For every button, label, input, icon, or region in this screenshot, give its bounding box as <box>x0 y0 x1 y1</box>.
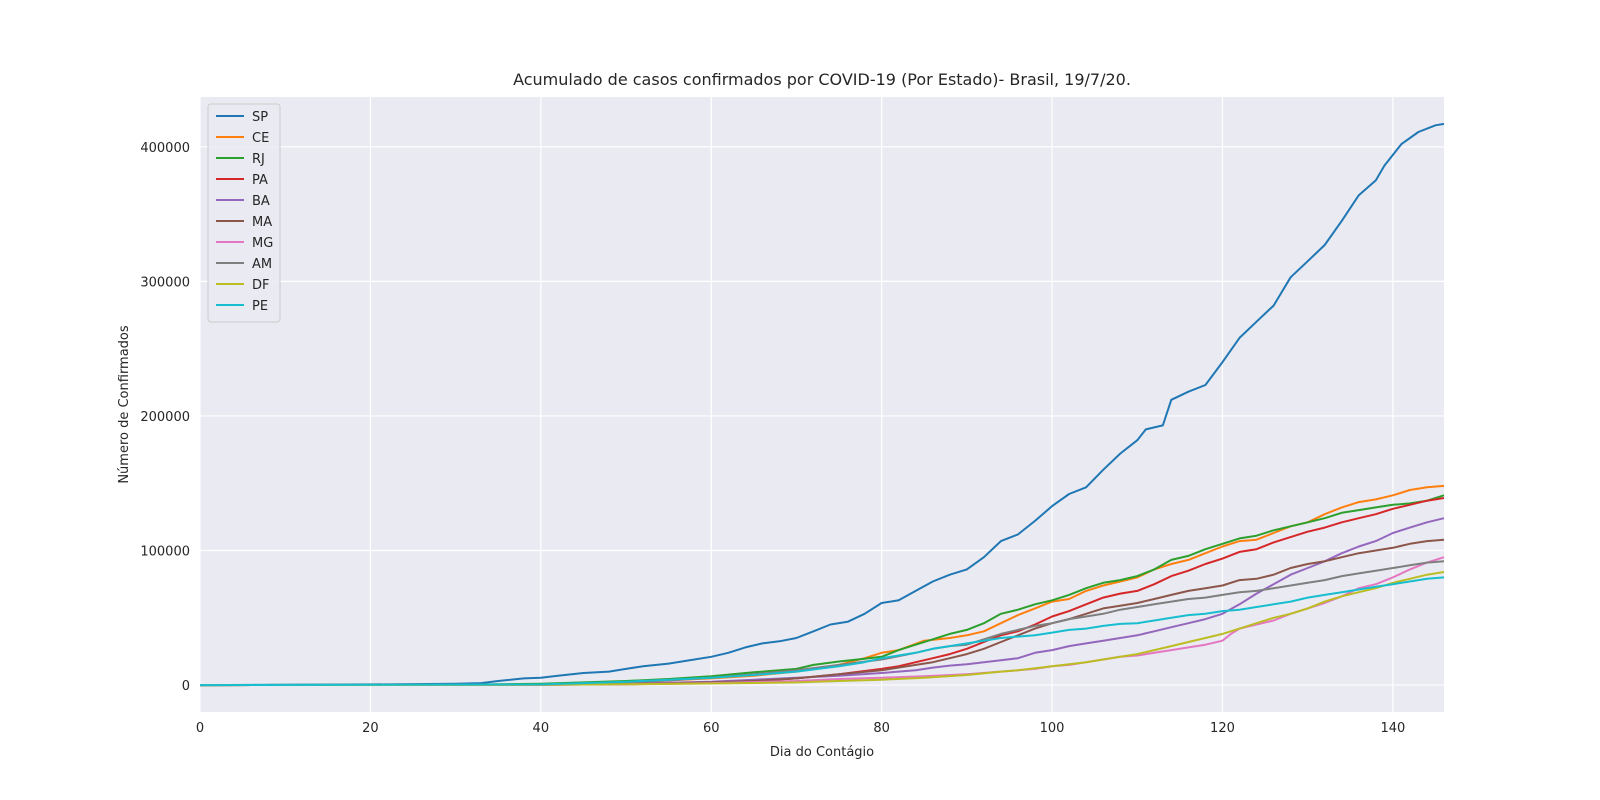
legend-label-pa: PA <box>252 173 268 188</box>
legend-label-df: DF <box>252 278 270 293</box>
x-tick-label: 40 <box>533 721 550 736</box>
y-axis-ticks: 0 100000 200000 300000 400000 <box>140 141 190 694</box>
grid-lines <box>199 97 1444 712</box>
legend-label-rj: RJ <box>252 152 265 167</box>
y-tick-label: 200000 <box>140 410 190 425</box>
y-tick-label: 100000 <box>140 545 190 560</box>
x-axis-ticks: 0 20 40 60 80 100 120 140 <box>196 721 1405 736</box>
legend-label-pe: PE <box>252 299 268 314</box>
series-line-ma <box>199 538 1445 687</box>
x-tick-label: 100 <box>1040 721 1065 736</box>
series-line-df <box>199 571 1445 687</box>
series-line-am <box>199 560 1445 687</box>
y-tick-label: 300000 <box>140 275 190 290</box>
legend-label-mg: MG <box>252 236 273 251</box>
legend: SP CE RJ PA BA MA MG AM DF PE <box>207 103 281 323</box>
series-line-ba <box>199 517 1445 687</box>
plot-area <box>200 97 1444 712</box>
legend-label-ce: CE <box>252 131 269 146</box>
legend-label-ba: BA <box>252 194 270 209</box>
legend-label-am: AM <box>252 257 272 272</box>
x-tick-label: 120 <box>1210 721 1235 736</box>
series-line-sp <box>199 122 1445 687</box>
series-line-pe <box>199 576 1445 687</box>
series-layer <box>199 122 1445 687</box>
x-axis-title: Dia do Contágio <box>770 745 874 760</box>
chart-title: Acumulado de casos confirmados por COVID… <box>513 70 1131 89</box>
x-tick-label: 60 <box>703 721 720 736</box>
x-tick-label: 80 <box>873 721 890 736</box>
legend-label-ma: MA <box>252 215 272 230</box>
x-tick-label: 20 <box>362 721 379 736</box>
legend-label-sp: SP <box>252 110 268 125</box>
x-tick-label: 0 <box>196 721 204 736</box>
series-line-rj <box>199 494 1445 687</box>
y-tick-label: 400000 <box>140 141 190 156</box>
y-axis-title: Número de Confirmados <box>117 325 132 484</box>
y-tick-label: 0 <box>182 679 190 694</box>
x-tick-label: 140 <box>1380 721 1405 736</box>
